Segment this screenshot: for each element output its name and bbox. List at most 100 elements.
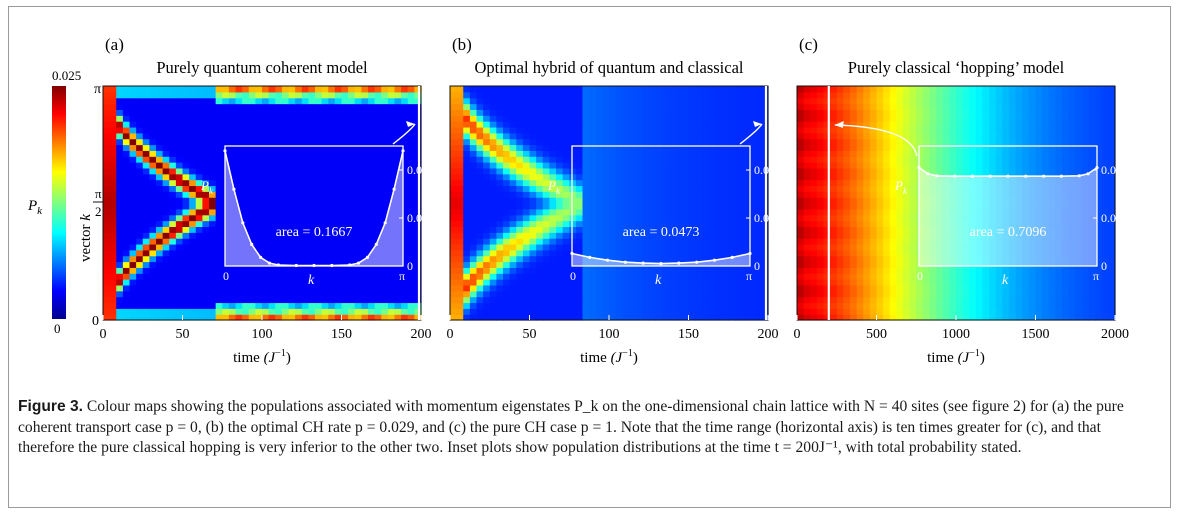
heatmap-cell bbox=[949, 284, 957, 292]
heatmap-cell bbox=[823, 308, 831, 315]
heatmap-cell bbox=[715, 273, 723, 280]
heatmap-cell bbox=[374, 97, 382, 105]
heatmap-cell bbox=[856, 197, 864, 204]
heatmap-cell bbox=[909, 302, 917, 309]
heatmap-cell bbox=[681, 144, 690, 151]
heatmap-cell bbox=[642, 290, 650, 298]
heatmap-cell bbox=[463, 97, 471, 105]
heatmap-cell bbox=[615, 261, 623, 268]
heatmap-cell bbox=[136, 179, 144, 187]
heatmap-cell bbox=[942, 261, 950, 268]
heatmap-cell bbox=[195, 261, 203, 268]
heatmap-cell bbox=[401, 162, 409, 169]
heatmap-cell bbox=[483, 156, 491, 163]
heatmap-cell bbox=[281, 255, 290, 263]
heatmap-cell bbox=[401, 261, 409, 268]
heatmap-cell bbox=[136, 150, 144, 157]
heatmap-cell bbox=[982, 232, 990, 239]
heatmap-cell bbox=[856, 238, 864, 245]
heatmap-cell bbox=[354, 191, 362, 198]
heatmap-cell bbox=[116, 232, 124, 239]
heatmap-cell bbox=[876, 296, 884, 304]
heatmap-cell bbox=[156, 261, 164, 268]
heatmap-cell bbox=[909, 238, 917, 245]
heatmap-cell bbox=[348, 91, 356, 99]
heatmap-cell bbox=[748, 208, 756, 216]
heatmap-cell bbox=[275, 267, 283, 274]
heatmap-cell bbox=[1009, 238, 1017, 245]
heatmap-cell bbox=[922, 314, 931, 321]
heatmap-cell bbox=[387, 249, 396, 257]
heatmap-cell bbox=[830, 302, 838, 309]
heatmap-cell bbox=[301, 232, 309, 239]
heatmap-cell bbox=[175, 261, 184, 268]
heatmap-cell bbox=[456, 284, 464, 292]
heatmap-cell bbox=[655, 121, 663, 128]
heatmap-cell bbox=[903, 314, 911, 321]
heatmap-cell bbox=[823, 249, 831, 257]
heatmap-cell bbox=[142, 197, 150, 204]
heatmap-cell bbox=[401, 185, 409, 192]
heatmap-cell bbox=[116, 150, 124, 157]
heatmap-cell bbox=[149, 261, 157, 268]
heatmap-cell bbox=[635, 138, 643, 146]
heatmap-cell bbox=[209, 191, 217, 198]
heatmap-cell bbox=[195, 267, 203, 274]
heatmap-cell bbox=[942, 191, 950, 198]
heatmap-cell bbox=[876, 220, 884, 227]
heatmap-cell bbox=[354, 173, 362, 181]
heatmap-cell bbox=[103, 249, 111, 257]
heatmap-cell bbox=[1028, 273, 1037, 280]
heatmap-cell bbox=[215, 179, 223, 187]
heatmap-cell bbox=[222, 162, 230, 169]
heatmap-cell bbox=[602, 121, 610, 128]
heatmap-cell bbox=[741, 261, 749, 268]
heatmap-cell bbox=[334, 273, 343, 280]
heatmap-cell bbox=[228, 115, 237, 122]
heatmap-cell bbox=[856, 214, 864, 222]
heatmap-cell bbox=[483, 173, 491, 181]
heatmap-cell bbox=[1055, 290, 1063, 298]
heatmap-cell bbox=[129, 208, 137, 216]
heatmap-cell bbox=[1015, 261, 1023, 268]
heatmap-cell bbox=[483, 144, 491, 151]
heatmap-cell bbox=[536, 132, 544, 140]
heatmap-cell bbox=[202, 115, 210, 122]
heatmap-cell bbox=[328, 279, 336, 286]
heatmap-cell bbox=[741, 284, 749, 292]
heatmap-cell bbox=[803, 273, 811, 280]
heatmap-cell bbox=[456, 208, 464, 216]
heatmap-cell bbox=[675, 314, 683, 321]
heatmap-cell bbox=[381, 138, 389, 146]
heatmap-cell bbox=[1028, 238, 1037, 245]
heatmap-cell bbox=[469, 173, 478, 181]
heatmap-cell bbox=[315, 126, 323, 134]
heatmap-cell bbox=[1042, 197, 1050, 204]
heatmap-cell bbox=[856, 296, 864, 304]
heatmap-cell bbox=[450, 226, 458, 233]
heatmap-cell bbox=[830, 284, 838, 292]
heatmap-cell bbox=[288, 232, 296, 239]
heatmap-cell bbox=[1028, 284, 1037, 292]
heatmap-cell bbox=[797, 302, 805, 309]
heatmap-cell bbox=[122, 179, 131, 187]
heatmap-cell bbox=[116, 214, 124, 222]
heatmap-cell bbox=[575, 279, 584, 286]
heatmap-cell bbox=[149, 232, 157, 239]
heatmap-cell bbox=[334, 302, 343, 309]
heatmap-cell bbox=[896, 284, 904, 292]
heatmap-cell bbox=[476, 226, 484, 233]
heatmap-cell bbox=[156, 208, 164, 216]
heatmap-cell bbox=[615, 97, 623, 105]
heatmap-cell bbox=[182, 86, 190, 93]
heatmap-cell bbox=[741, 214, 749, 222]
heatmap-cell bbox=[536, 109, 544, 116]
heatmap-cell bbox=[301, 138, 309, 146]
heatmap-cell bbox=[202, 179, 210, 187]
heatmap-cell bbox=[381, 109, 389, 116]
heatmap-cell bbox=[662, 273, 670, 280]
heatmap-cell bbox=[129, 203, 137, 210]
heatmap-cell bbox=[195, 150, 203, 157]
heatmap-cell bbox=[209, 284, 217, 292]
heatmap-cell bbox=[315, 284, 323, 292]
